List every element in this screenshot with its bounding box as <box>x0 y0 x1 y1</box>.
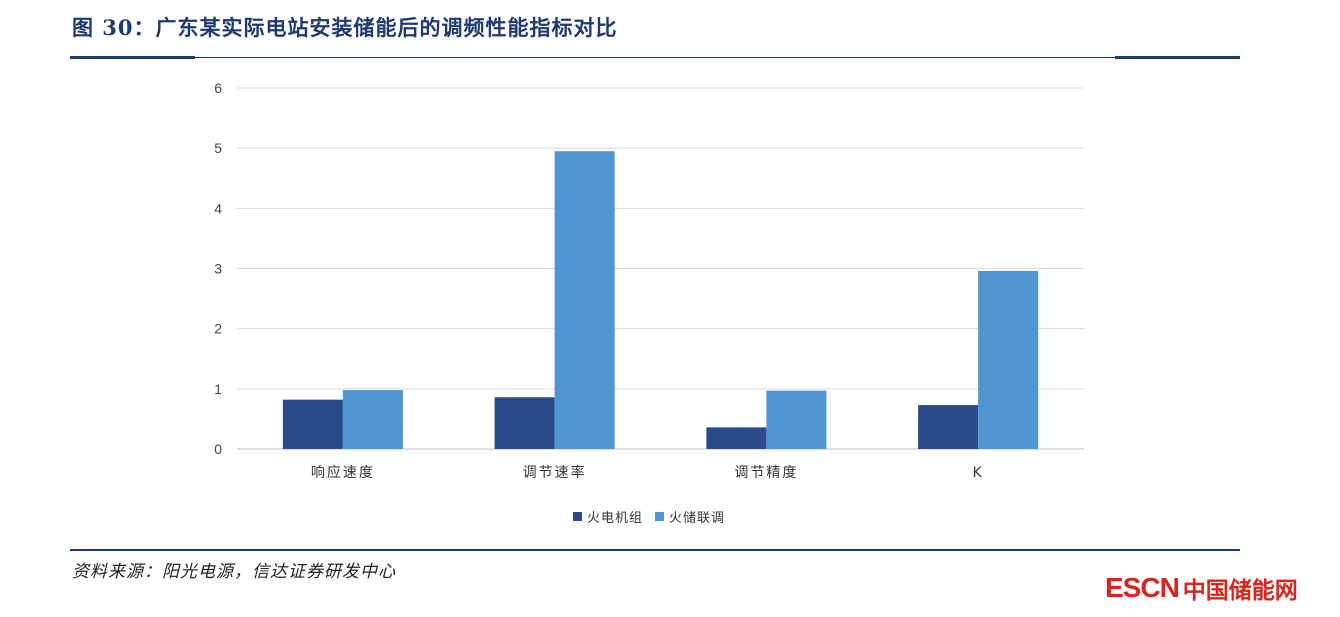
y-tick-label: 5 <box>214 140 222 156</box>
brand-escn: ESCN <box>1105 572 1180 603</box>
legend-swatch <box>573 512 582 521</box>
source-note: 资料来源：阳光电源，信达证券研发中心 <box>72 562 396 582</box>
bar <box>282 399 343 449</box>
bar <box>978 270 1039 449</box>
y-tick-label: 3 <box>214 261 222 277</box>
y-tick-label: 0 <box>214 441 222 457</box>
title-rule-accent-right <box>1115 56 1240 59</box>
y-tick-label: 1 <box>214 381 222 397</box>
chart-legend: 火电机组 火储联调 <box>573 507 737 526</box>
legend-item-series-0: 火电机组 <box>573 507 643 526</box>
bar <box>918 405 979 449</box>
bar <box>494 397 555 449</box>
bar <box>554 151 615 450</box>
title-rule-accent-left <box>70 56 195 59</box>
legend-label: 火储联调 <box>669 511 726 526</box>
source-rule <box>70 549 1240 551</box>
bar <box>706 427 767 449</box>
title-rule <box>70 57 1240 58</box>
brand-logo: ESCN 中国储能网 <box>1105 571 1298 605</box>
x-tick-label: 调节速率 <box>523 464 587 481</box>
x-tick-label: 调节精度 <box>734 465 798 481</box>
bar <box>342 390 403 449</box>
brand-cn: 中国储能网 <box>1182 578 1298 604</box>
bar <box>766 390 827 449</box>
x-tick-label: K <box>973 465 984 481</box>
legend-label: 火电机组 <box>587 511 644 526</box>
page-title: 图 30：广东某实际电站安装储能后的调频性能指标对比 <box>72 15 618 40</box>
legend-item-series-1: 火储联调 <box>655 507 725 526</box>
legend-swatch <box>655 512 665 521</box>
y-tick-label: 4 <box>214 200 222 216</box>
y-tick-label: 2 <box>214 321 222 337</box>
y-tick-label: 6 <box>214 80 222 96</box>
x-tick-label: 响应速度 <box>311 464 375 481</box>
